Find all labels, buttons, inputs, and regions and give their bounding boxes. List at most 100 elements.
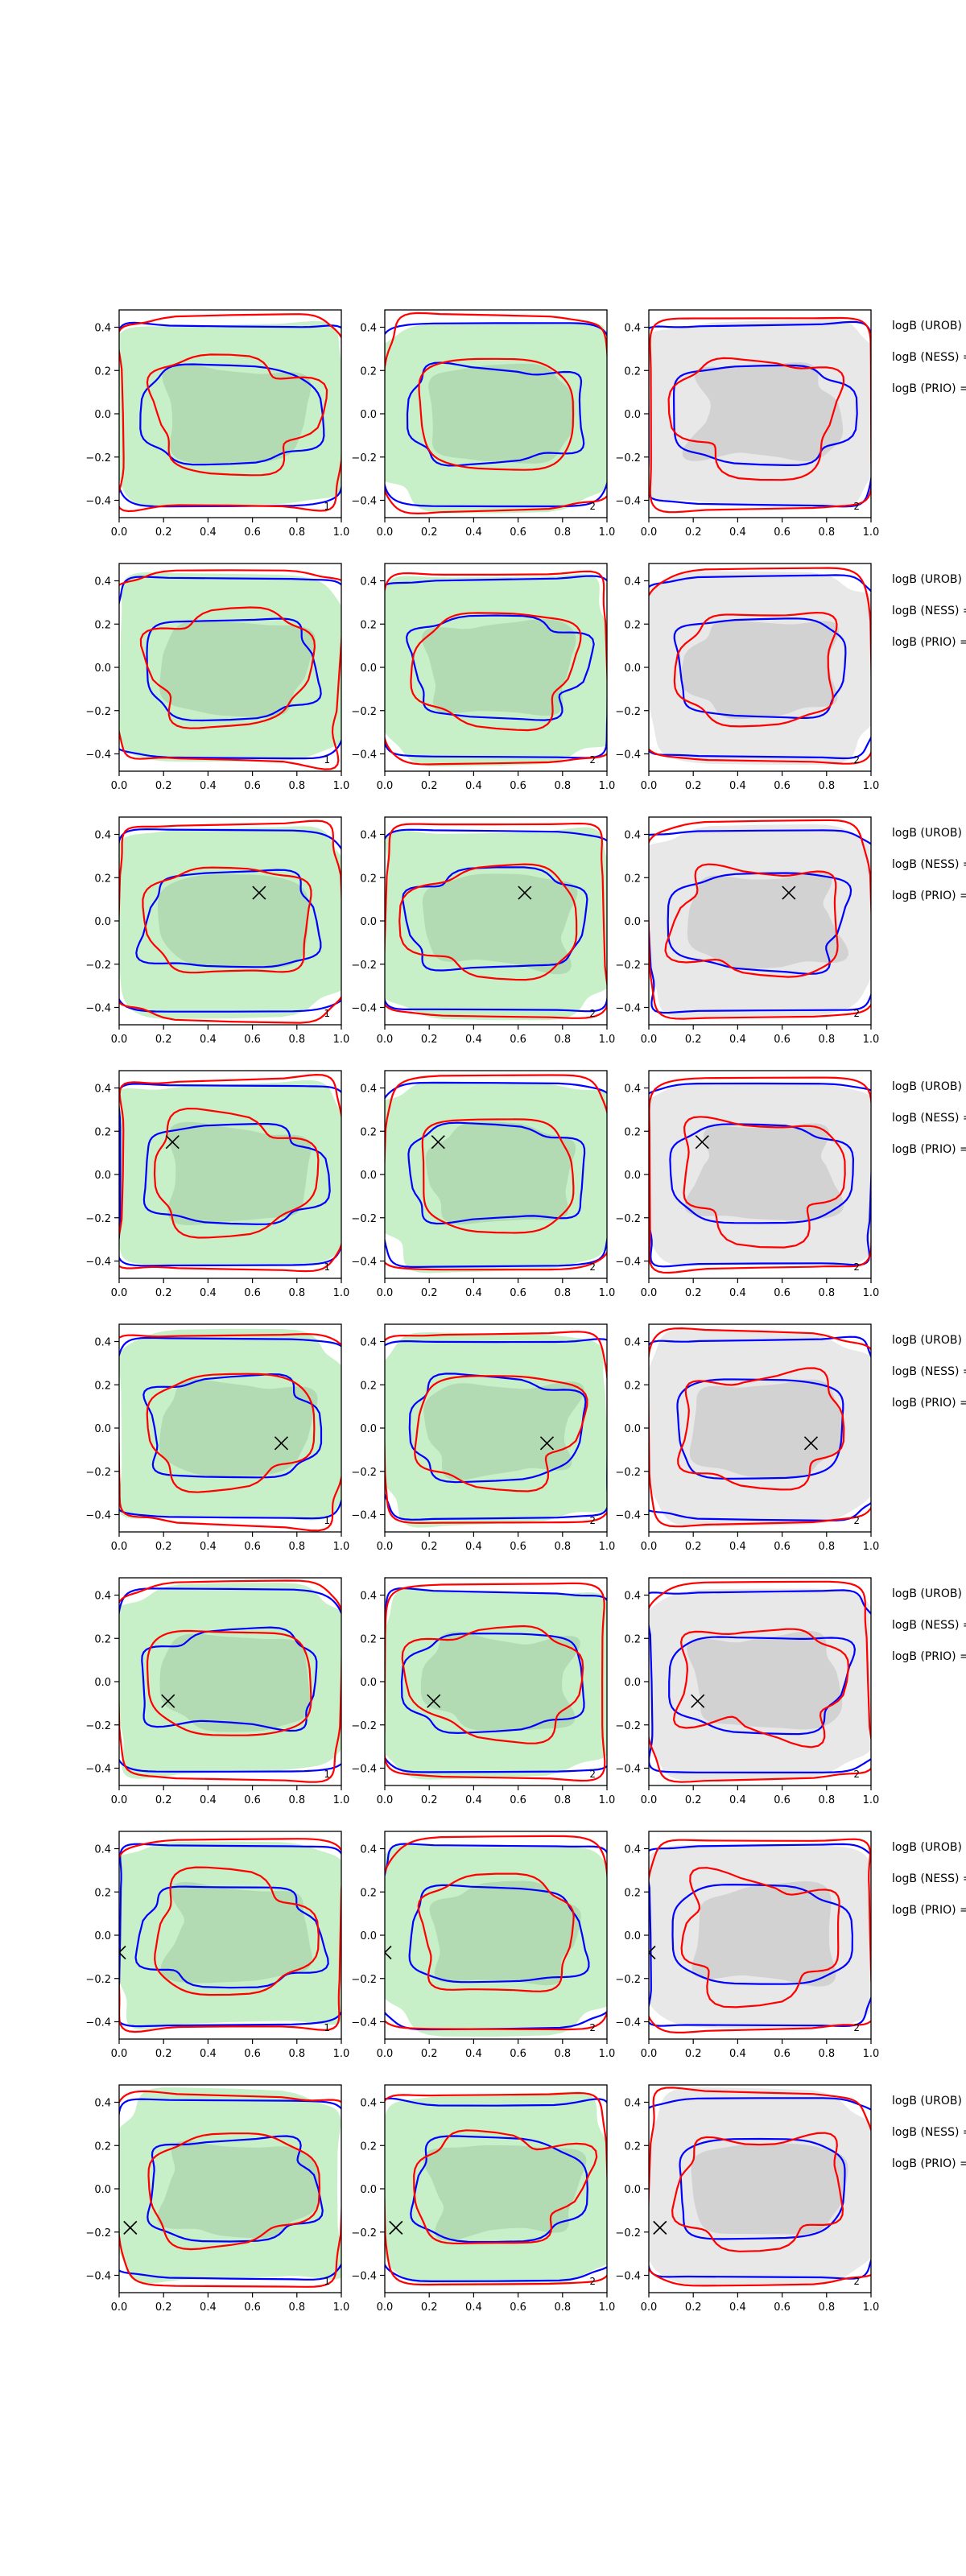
panel-r6-c2: 0.0 0.2 0.4 0.6 0.8 1.0 0.4 0.2 0.0 −0.2 −0.4 2 [351,1577,616,1806]
true-value-marker [803,1436,819,1451]
y-tick-label: −0.2 [615,1213,641,1225]
y-tick-label: 0.4 [624,576,641,588]
y-tick-label: 0.0 [94,1170,111,1182]
y-tick-label: 0.4 [360,1844,377,1856]
y-tick-label: 0.0 [94,1930,111,1942]
x-tick-label: 0.0 [641,1034,658,1046]
x-tick-label: 1.0 [333,1034,350,1046]
blue-inner-contour [676,1378,844,1480]
x-tick-label: 0.2 [685,1794,702,1806]
x-tick-label: 0.2 [155,2048,172,2060]
inner-density-fill [162,363,312,464]
y-tick-label: 0.2 [624,2140,641,2153]
blue-inner-contour [406,361,585,467]
x-tick-label: 0.0 [377,1541,394,1553]
blue-inner-contour [407,1121,586,1225]
y-tick-label: 0.0 [360,2184,377,2196]
row-annotation-label: logB (NESS) = [892,1872,966,1885]
x-tick-label: 0.2 [421,2301,438,2314]
x-tick-label: 0.0 [641,526,658,539]
y-tick-label: −0.4 [351,496,377,508]
x-tick-label: 1.0 [863,1541,880,1553]
blue-outer-contour [649,829,871,1014]
x-tick-label: 1.0 [599,1794,616,1806]
inner-density-fill [157,874,309,968]
row-annotation-label: logB (PRIO) = [892,1650,966,1663]
x-tick-label: 0.0 [377,1034,394,1046]
y-tick-label: −0.2 [85,706,111,718]
x-tick-label: 0.4 [200,1541,217,1553]
row-annotations: logB (UROB) = logB (NESS) = logB (PRIO) = [892,1587,966,1663]
y-tick-label: 0.2 [94,1887,111,1899]
true-value-marker [653,2220,667,2235]
x-tick-label: 0.6 [510,1541,526,1553]
x-tick-label: 0.0 [111,2301,128,2314]
y-tick-label: −0.2 [351,452,377,464]
x-tick-label: 0.2 [685,526,702,539]
x-tick-label: 1.0 [599,780,616,792]
x-tick-label: 0.2 [421,1541,438,1553]
blue-outer-contour [119,576,341,760]
red-outer-contour [649,1580,871,1783]
blue-inner-contour [679,2137,846,2240]
y-tick-label: 0.4 [624,1591,641,1603]
x-tick-label: 1.0 [863,1794,880,1806]
true-value-marker [539,1436,555,1451]
y-tick-label: −0.4 [85,2271,111,2283]
row-annotation-label: logB (NESS) = [892,351,966,364]
x-tick-label: 0.0 [641,780,658,792]
y-tick-label: 0.4 [94,1084,111,1096]
y-tick-label: 0.4 [94,323,111,335]
row-annotation-label: logB (PRIO) = [892,1904,966,1917]
plot-area [119,569,341,770]
plot-area [649,1076,871,1274]
panel-label: 1 [324,754,330,766]
panel-r2-c2: 0.0 0.2 0.4 0.6 0.8 1.0 0.4 0.2 0.0 −0.2 −0.4 2 [351,563,616,792]
y-tick-label: 0.2 [94,365,111,378]
blue-outer-contour [119,2098,341,2281]
panel-r8-c2: 0.0 0.2 0.4 0.6 0.8 1.0 0.4 0.2 0.0 −0.2 −0.4 2 [351,2084,615,2314]
x-tick-label: 0.2 [421,526,438,539]
panel-r7-c1: 0.0 0.2 0.4 0.6 0.8 1.0 0.4 0.2 0.0 −0.2 −0.4 1 [85,1831,349,2060]
panel-label: 2 [589,1008,596,1019]
panel-r7-c2: 0.0 0.2 0.4 0.6 0.8 1.0 0.4 0.2 0.0 −0.2 −0.4 2 [351,1831,615,2060]
x-tick-label: 0.8 [818,1794,835,1806]
y-tick-label: 0.2 [94,619,111,631]
x-tick-label: 0.4 [729,2301,746,2314]
x-tick-label: 0.2 [685,780,702,792]
plot-area [649,819,871,1020]
y-tick-label: −0.2 [615,960,641,972]
row-annotations: logB (UROB) = logB (NESS) = logB (PRIO) = [892,1334,966,1410]
panel-label: 2 [589,2022,596,2033]
y-tick-label: 0.4 [94,1591,111,1603]
row-annotation-label: logB (NESS) = [892,1112,966,1125]
blue-outer-contour [385,828,607,1013]
y-tick-label: −0.4 [85,1003,111,1015]
x-tick-label: 1.0 [333,2048,350,2060]
y-tick-label: −0.2 [351,1467,377,1479]
x-tick-label: 0.0 [111,1794,128,1806]
x-tick-label: 0.8 [554,1794,571,1806]
y-tick-label: −0.2 [615,1974,641,1986]
y-tick-label: 0.0 [360,1677,377,1689]
plot-area [119,1328,341,1532]
plot-area [649,1580,871,1783]
y-tick-label: 0.0 [624,916,641,928]
x-tick-label: 0.6 [774,1034,791,1046]
y-tick-label: −0.4 [615,2017,641,2029]
x-tick-label: 1.0 [599,526,616,539]
panel-r3-c1: 0.0 0.2 0.4 0.6 0.8 1.0 0.4 0.2 0.0 −0.2 −0.4 1 [85,816,350,1046]
red-inner-contour [421,1118,575,1234]
row-4: 0.0 0.2 0.4 0.6 0.8 1.00.40.20.0−0.2−0.4 10.0 0… [85,1070,966,1299]
y-tick-label: 0.2 [360,1887,377,1899]
y-tick-label: 0.2 [360,619,377,631]
blue-inner-contour [408,1373,587,1484]
y-tick-label: 0.2 [360,365,377,378]
plot-area [385,1074,607,1274]
y-tick-label: 0.2 [624,1126,641,1138]
y-tick-label: −0.2 [351,2227,377,2240]
x-tick-label: 0.0 [641,2048,658,2060]
x-tick-label: 0.4 [465,1034,482,1046]
inner-density-fill [420,1631,580,1732]
red-outer-contour [385,1835,607,2031]
